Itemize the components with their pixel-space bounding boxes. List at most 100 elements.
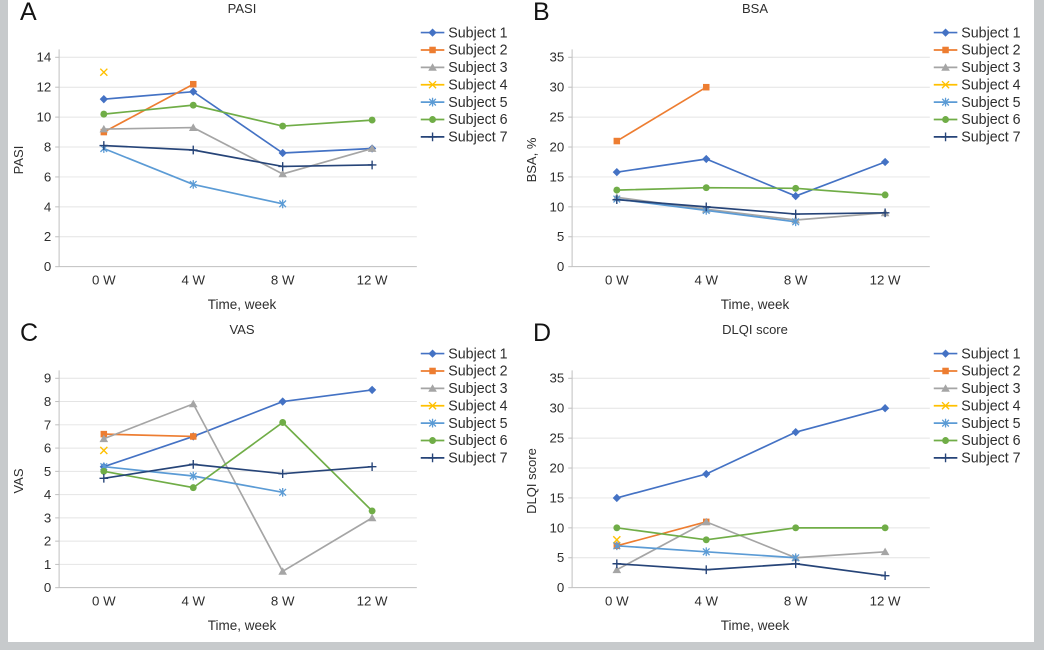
data-point-marker-plus <box>188 145 198 155</box>
data-point-marker-plus <box>791 559 801 569</box>
legend-label: Subject 2 <box>448 43 507 59</box>
chart-title: DLQI score <box>722 322 788 337</box>
y-tick-label: 5 <box>44 464 51 479</box>
data-point-marker-circle <box>429 116 436 123</box>
data-point-marker-triangle <box>428 384 437 392</box>
data-point-marker-circle <box>189 484 197 492</box>
data-point-marker-triangle <box>941 384 950 392</box>
x-tick-label: 12 W <box>870 272 901 287</box>
legend-item: Subject 3 <box>420 381 508 397</box>
data-point-marker-triangle <box>367 144 377 152</box>
series-line <box>103 421 373 512</box>
y-tick-label: 4 <box>44 487 51 502</box>
legend-label: Subject 2 <box>961 43 1020 59</box>
legend-item: Subject 7 <box>933 451 1021 467</box>
gridlines: 0 2 4 6 8 10 12 14 <box>36 50 417 274</box>
legend-item: Subject 4 <box>933 398 1021 414</box>
series-line <box>103 90 373 154</box>
data-point-marker-star <box>278 487 287 497</box>
legend-item: Subject 5 <box>933 95 1021 111</box>
data-point-marker-plus <box>701 565 711 575</box>
data-point-marker-diamond <box>702 469 711 479</box>
series-subject-2 <box>613 83 710 145</box>
data-point-marker-star <box>613 541 621 551</box>
series-line <box>616 186 886 196</box>
legend-item: Subject 1 <box>420 25 508 41</box>
data-point-marker-plus <box>188 460 198 469</box>
x-tick-label: 0 W <box>605 593 629 608</box>
data-point-marker-plus <box>367 462 377 472</box>
legend-label: Subject 4 <box>448 77 507 93</box>
legend-item: Subject 1 <box>933 346 1021 362</box>
legend-label: Subject 4 <box>448 398 507 414</box>
legend-label: Subject 2 <box>448 364 507 380</box>
x-tick-label: 12 W <box>870 593 901 608</box>
data-point-marker-plus <box>941 453 950 463</box>
series-subject-3 <box>99 399 377 575</box>
data-point-marker-circle <box>189 101 197 109</box>
data-point-marker-triangle <box>278 567 288 575</box>
data-point-marker-diamond <box>99 95 108 104</box>
data-point-marker-triangle <box>941 63 950 71</box>
x-tick-label: 4 W <box>694 272 718 287</box>
x-tick-label: 0 W <box>605 272 629 287</box>
data-point-marker-plus <box>428 453 437 463</box>
panel-pasi: A PASI PASI Time, week 0 2 4 6 8 10 12 14 0 W 4 W… <box>8 0 521 321</box>
data-point-marker-square <box>429 367 436 375</box>
x-tick-label: 12 W <box>357 593 388 608</box>
legend-item: Subject 5 <box>420 95 508 111</box>
y-tick-label: 6 <box>44 169 51 184</box>
series-line <box>616 198 886 215</box>
data-point-marker-triangle <box>367 513 377 522</box>
series-subject-4 <box>99 446 108 455</box>
y-tick-label: 8 <box>44 394 51 409</box>
series-subject-2 <box>100 430 197 440</box>
series-line <box>103 83 194 133</box>
x-tick-label: 0 W <box>92 272 116 287</box>
data-point-marker-circle <box>100 110 108 118</box>
y-tick-label: 2 <box>44 534 51 549</box>
x-axis-label: Time, week <box>720 297 790 312</box>
y-tick-label: 5 <box>557 229 564 244</box>
y-tick-label: 3 <box>44 510 51 525</box>
data-point-marker-circle <box>942 116 949 123</box>
series-subject-6 <box>100 419 376 515</box>
gridlines: 0 1 2 3 4 5 6 7 8 9 <box>44 371 417 595</box>
legend-item: Subject 4 <box>420 398 508 414</box>
legend-item: Subject 4 <box>933 77 1021 93</box>
y-tick-label: 25 <box>549 431 564 446</box>
panel-vas: C VAS VAS Time, week 0 1 2 3 4 5 6 7 8 9 0 W 4 W 8 W… <box>8 321 521 642</box>
y-tick-label: 10 <box>549 199 564 214</box>
legend-label: Subject 3 <box>961 381 1020 397</box>
y-tick-label: 12 <box>36 80 51 95</box>
data-point-marker-diamond <box>702 154 711 164</box>
data-point-marker-square <box>613 137 621 145</box>
series-line <box>103 104 373 127</box>
series-subject-7 <box>612 195 890 219</box>
legend-label: Subject 3 <box>448 381 507 397</box>
gridlines: 0 5 10 15 20 25 30 35 <box>549 50 930 274</box>
data-point-marker-circle <box>702 536 710 544</box>
series-line <box>616 158 886 197</box>
data-point-marker-x <box>99 446 108 455</box>
data-point-marker-plus <box>880 208 890 218</box>
series-subject-7 <box>99 141 377 171</box>
legend-item: Subject 7 <box>420 451 508 467</box>
series-subject-7 <box>612 559 890 581</box>
data-point-marker-diamond <box>428 349 437 358</box>
data-point-marker-plus <box>428 132 437 142</box>
x-tick-label: 8 W <box>784 593 808 608</box>
data-point-marker-square <box>429 46 436 54</box>
data-point-marker-circle <box>792 524 800 532</box>
data-point-marker-star <box>702 547 711 557</box>
gridlines: 0 5 10 15 20 25 30 35 <box>549 371 930 595</box>
data-point-marker-plus <box>278 469 288 479</box>
legend-item: Subject 3 <box>420 60 508 76</box>
legend-label: Subject 5 <box>448 95 507 111</box>
series-subject-1 <box>99 385 377 471</box>
legend-label: Subject 1 <box>448 346 507 362</box>
legend-label: Subject 5 <box>961 95 1020 111</box>
panel-letter: A <box>20 0 37 26</box>
